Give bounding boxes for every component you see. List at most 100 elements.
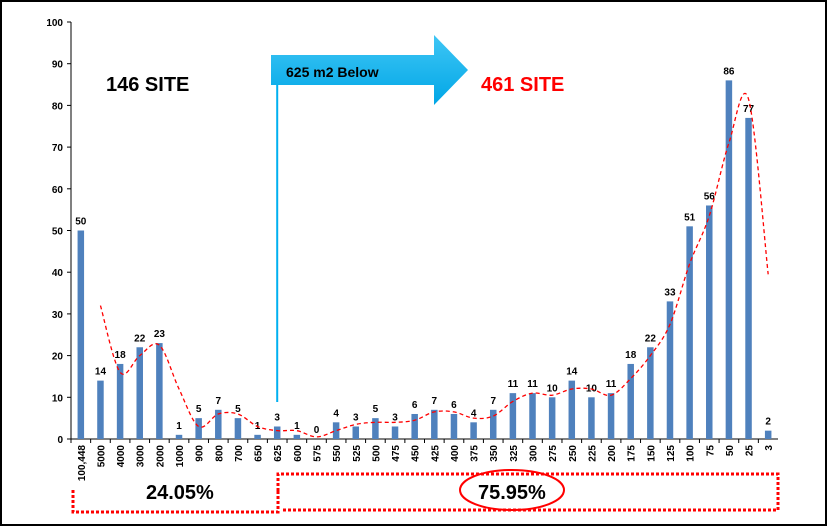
x-tick-label: 275 — [548, 445, 559, 462]
bar — [588, 397, 595, 439]
data-label: 11 — [527, 379, 538, 390]
bar — [607, 393, 615, 439]
data-label: 18 — [625, 350, 637, 361]
x-tick-label: 575 — [312, 445, 323, 462]
data-label: 33 — [664, 287, 676, 298]
data-label: 1 — [176, 421, 182, 432]
data-label: 51 — [684, 212, 696, 223]
arrow-shape — [271, 35, 468, 105]
y-tick-label: 30 — [52, 310, 64, 321]
bar — [450, 413, 458, 439]
y-tick-label: 10 — [52, 393, 64, 404]
x-tick-label: 3 — [764, 445, 775, 451]
bar — [136, 347, 143, 439]
x-tick-label: 125 — [666, 445, 677, 462]
bar — [431, 409, 438, 439]
y-tick-label: 20 — [52, 352, 64, 363]
bar — [372, 418, 379, 439]
bar — [411, 413, 418, 439]
data-label: 4 — [471, 408, 477, 419]
data-label: 14 — [566, 367, 578, 378]
x-tick-label: 375 — [470, 445, 481, 462]
right-percent: 75.95% — [478, 482, 546, 504]
data-label: 4 — [333, 408, 339, 419]
data-label: 77 — [743, 104, 755, 115]
bar — [116, 363, 124, 439]
bar — [706, 205, 713, 439]
bar — [529, 393, 536, 439]
right-site-count: 461 SITE — [481, 74, 564, 96]
bar — [725, 80, 733, 439]
y-tick-label: 40 — [52, 268, 64, 279]
data-label: 7 — [216, 396, 222, 407]
data-label: 5 — [373, 404, 379, 415]
x-tick-label: 450 — [411, 445, 422, 462]
x-tick-label: 500 — [371, 445, 382, 462]
arrow-label: 625 m2 Below — [286, 64, 379, 80]
left-bracket — [71, 490, 280, 514]
bar — [391, 426, 399, 439]
y-tick-label: 50 — [52, 227, 64, 238]
x-tick-label: 550 — [332, 445, 343, 462]
data-label: 5 — [196, 404, 202, 415]
data-label: 22 — [134, 333, 146, 344]
x-tick-label: 650 — [254, 445, 265, 462]
data-label: 18 — [115, 350, 127, 361]
x-tick-label: 475 — [391, 445, 402, 462]
y-tick-label: 100 — [46, 18, 63, 29]
x-tick-label: 325 — [509, 445, 520, 462]
x-tick-label: 2000 — [155, 445, 166, 468]
x-tick-label: 75 — [705, 445, 716, 457]
x-tick-label: 4000 — [116, 445, 127, 468]
bar — [489, 409, 497, 439]
y-tick-label: 0 — [57, 435, 63, 446]
x-tick-label: 50 — [725, 445, 736, 457]
x-tick-label: 150 — [646, 445, 657, 462]
data-label: 7 — [432, 396, 438, 407]
data-label: 50 — [75, 217, 87, 228]
x-tick-label: 25 — [745, 445, 756, 457]
x-tick-label: 800 — [214, 445, 225, 462]
data-label: 3 — [392, 412, 398, 423]
bar — [97, 380, 104, 439]
x-tick-label: 200 — [607, 445, 618, 462]
y-tick-label: 80 — [52, 101, 64, 112]
x-tick-label: 225 — [587, 445, 598, 462]
x-tick-label: 350 — [489, 445, 500, 462]
x-tick-label: 400 — [450, 445, 461, 462]
data-label: 86 — [723, 66, 735, 77]
x-tick-label: 3000 — [136, 445, 147, 468]
bar — [332, 422, 340, 439]
right-bracket — [276, 472, 780, 512]
bar — [666, 301, 674, 439]
x-tick-label: 425 — [430, 445, 441, 462]
y-tick-label: 60 — [52, 185, 64, 196]
bar — [568, 380, 576, 439]
data-label: 7 — [490, 396, 496, 407]
x-tick-label: 700 — [234, 445, 245, 462]
x-tick-label: 1000 — [175, 445, 186, 468]
data-label: 10 — [547, 383, 559, 394]
bar — [156, 343, 163, 439]
left-percent: 24.05% — [146, 482, 214, 504]
y-tick-label: 70 — [52, 143, 64, 154]
bar — [745, 117, 752, 439]
x-tick-label: 100,448 — [77, 445, 88, 482]
data-label: 3 — [353, 412, 359, 423]
y-tick-label: 90 — [52, 60, 64, 71]
bar — [764, 430, 772, 439]
data-label: 3 — [274, 412, 280, 423]
x-tick-label: 100 — [686, 445, 697, 462]
left-site-count: 146 SITE — [106, 74, 189, 96]
bar — [175, 434, 183, 439]
bar — [647, 347, 654, 439]
bar — [509, 393, 517, 439]
trend-line — [99, 92, 769, 438]
bar — [627, 363, 634, 439]
data-label: 14 — [95, 367, 107, 378]
data-label: 6 — [451, 400, 457, 411]
bar — [77, 230, 85, 439]
data-label: 5 — [235, 404, 241, 415]
x-tick-label: 900 — [195, 445, 206, 462]
x-tick-label: 600 — [293, 445, 304, 462]
